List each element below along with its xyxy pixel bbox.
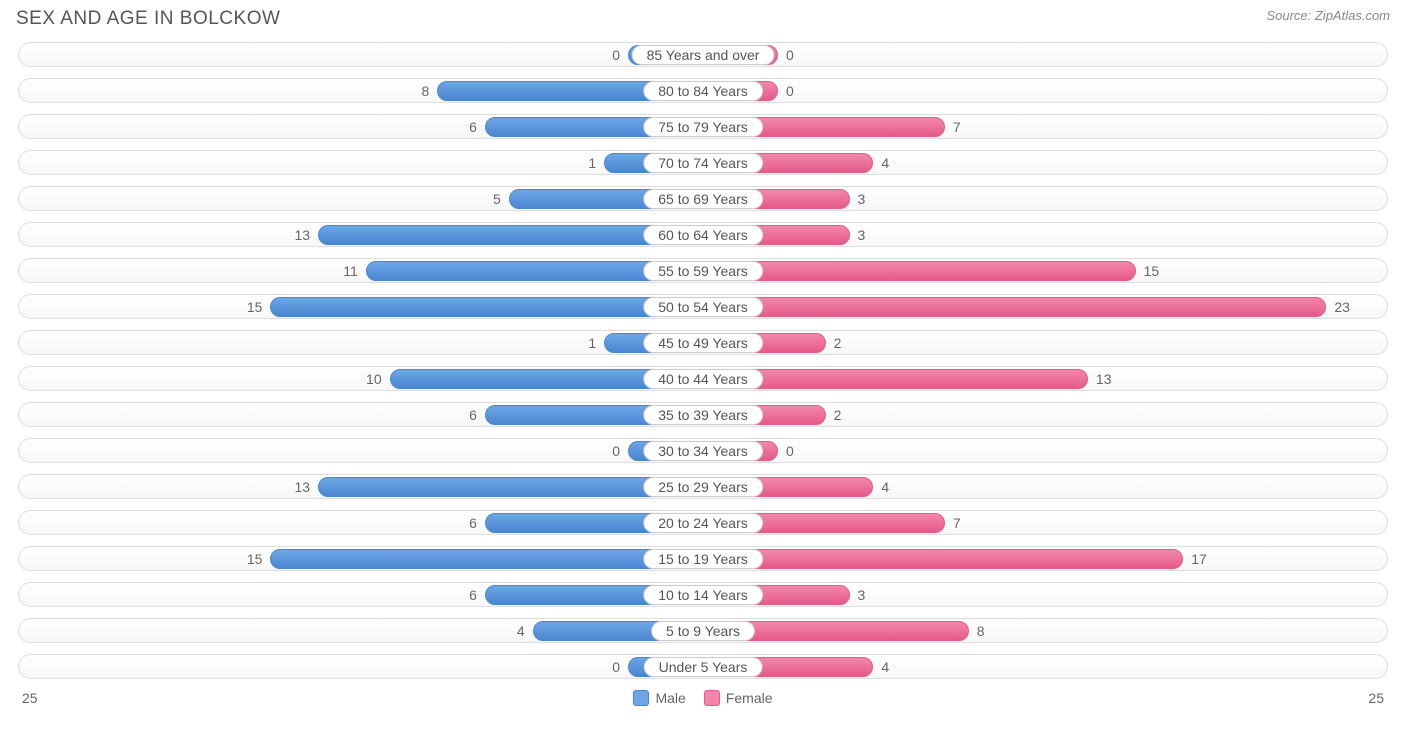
female-value: 13	[1096, 371, 1112, 387]
age-label: 5 to 9 Years	[651, 621, 755, 641]
male-value: 10	[366, 371, 382, 387]
age-row: 1 4 70 to 74 Years	[12, 146, 1394, 179]
age-row: 0 0 85 Years and over	[12, 38, 1394, 71]
male-value: 6	[469, 515, 477, 531]
age-label: 10 to 14 Years	[643, 585, 763, 605]
age-row: 1 2 45 to 49 Years	[12, 326, 1394, 359]
female-value: 15	[1144, 263, 1160, 279]
male-value: 4	[517, 623, 525, 639]
male-value: 15	[247, 551, 263, 567]
age-label: 40 to 44 Years	[643, 369, 763, 389]
male-value: 6	[469, 587, 477, 603]
axis-right-max: 25	[1368, 690, 1384, 706]
male-bar	[270, 549, 703, 569]
female-value: 7	[953, 515, 961, 531]
male-value: 1	[588, 335, 596, 351]
female-value: 0	[786, 47, 794, 63]
female-value: 3	[858, 227, 866, 243]
age-label: 80 to 84 Years	[643, 81, 763, 101]
male-value: 0	[612, 47, 620, 63]
age-label: 15 to 19 Years	[643, 549, 763, 569]
female-value: 0	[786, 83, 794, 99]
age-row: 6 7 20 to 24 Years	[12, 506, 1394, 539]
female-bar	[703, 549, 1183, 569]
female-value: 23	[1334, 299, 1350, 315]
male-value: 11	[343, 263, 358, 279]
age-row: 10 13 40 to 44 Years	[12, 362, 1394, 395]
age-row: 11 15 55 to 59 Years	[12, 254, 1394, 287]
female-value: 7	[953, 119, 961, 135]
female-value: 8	[977, 623, 985, 639]
female-value: 3	[858, 191, 866, 207]
male-value: 13	[295, 227, 311, 243]
age-label: 35 to 39 Years	[643, 405, 763, 425]
male-value: 15	[247, 299, 263, 315]
legend-male-label: Male	[655, 690, 685, 706]
age-row: 6 2 35 to 39 Years	[12, 398, 1394, 431]
male-swatch	[633, 690, 649, 706]
female-value: 4	[881, 479, 889, 495]
chart-footer: 25 Male Female 25	[12, 686, 1394, 706]
male-value: 1	[588, 155, 596, 171]
female-value: 4	[881, 659, 889, 675]
male-bar	[270, 297, 703, 317]
age-label: 45 to 49 Years	[643, 333, 763, 353]
legend-female: Female	[704, 690, 773, 706]
age-row: 13 4 25 to 29 Years	[12, 470, 1394, 503]
age-row: 8 0 80 to 84 Years	[12, 74, 1394, 107]
female-value: 2	[834, 335, 842, 351]
female-value: 17	[1191, 551, 1207, 567]
female-bar	[703, 297, 1326, 317]
male-value: 6	[469, 407, 477, 423]
age-label: 65 to 69 Years	[643, 189, 763, 209]
chart-header: SEX AND AGE IN BOLCKOW Source: ZipAtlas.…	[12, 8, 1394, 38]
chart-source: Source: ZipAtlas.com	[1266, 8, 1390, 23]
female-value: 2	[834, 407, 842, 423]
age-row: 0 0 30 to 34 Years	[12, 434, 1394, 467]
male-value: 5	[493, 191, 501, 207]
age-label: 50 to 54 Years	[643, 297, 763, 317]
age-row: 15 17 15 to 19 Years	[12, 542, 1394, 575]
age-label: Under 5 Years	[644, 657, 763, 677]
female-value: 3	[858, 587, 866, 603]
female-bar	[703, 261, 1136, 281]
age-label: 60 to 64 Years	[643, 225, 763, 245]
female-value: 0	[786, 443, 794, 459]
age-label: 30 to 34 Years	[643, 441, 763, 461]
age-row: 0 4 Under 5 Years	[12, 650, 1394, 683]
male-value: 6	[469, 119, 477, 135]
male-value: 0	[612, 659, 620, 675]
axis-left-max: 25	[22, 690, 38, 706]
population-pyramid: 0085 Years and over8080 to 84 Years6775 …	[12, 38, 1394, 683]
female-value: 4	[881, 155, 889, 171]
age-label: 25 to 29 Years	[643, 477, 763, 497]
legend: Male Female	[633, 690, 772, 706]
age-row: 6 7 75 to 79 Years	[12, 110, 1394, 143]
age-row: 13 3 60 to 64 Years	[12, 218, 1394, 251]
male-value: 0	[612, 443, 620, 459]
age-label: 20 to 24 Years	[643, 513, 763, 533]
age-label: 70 to 74 Years	[643, 153, 763, 173]
male-value: 8	[421, 83, 429, 99]
chart-title: SEX AND AGE IN BOLCKOW	[16, 8, 280, 30]
age-label: 85 Years and over	[632, 45, 775, 65]
legend-male: Male	[633, 690, 685, 706]
female-swatch	[704, 690, 720, 706]
age-row: 5 3 65 to 69 Years	[12, 182, 1394, 215]
age-row: 15 23 50 to 54 Years	[12, 290, 1394, 323]
legend-female-label: Female	[726, 690, 773, 706]
age-row: 6 3 10 to 14 Years	[12, 578, 1394, 611]
age-label: 75 to 79 Years	[643, 117, 763, 137]
age-label: 55 to 59 Years	[643, 261, 763, 281]
male-value: 13	[295, 479, 311, 495]
age-row: 4 8 5 to 9 Years	[12, 614, 1394, 647]
